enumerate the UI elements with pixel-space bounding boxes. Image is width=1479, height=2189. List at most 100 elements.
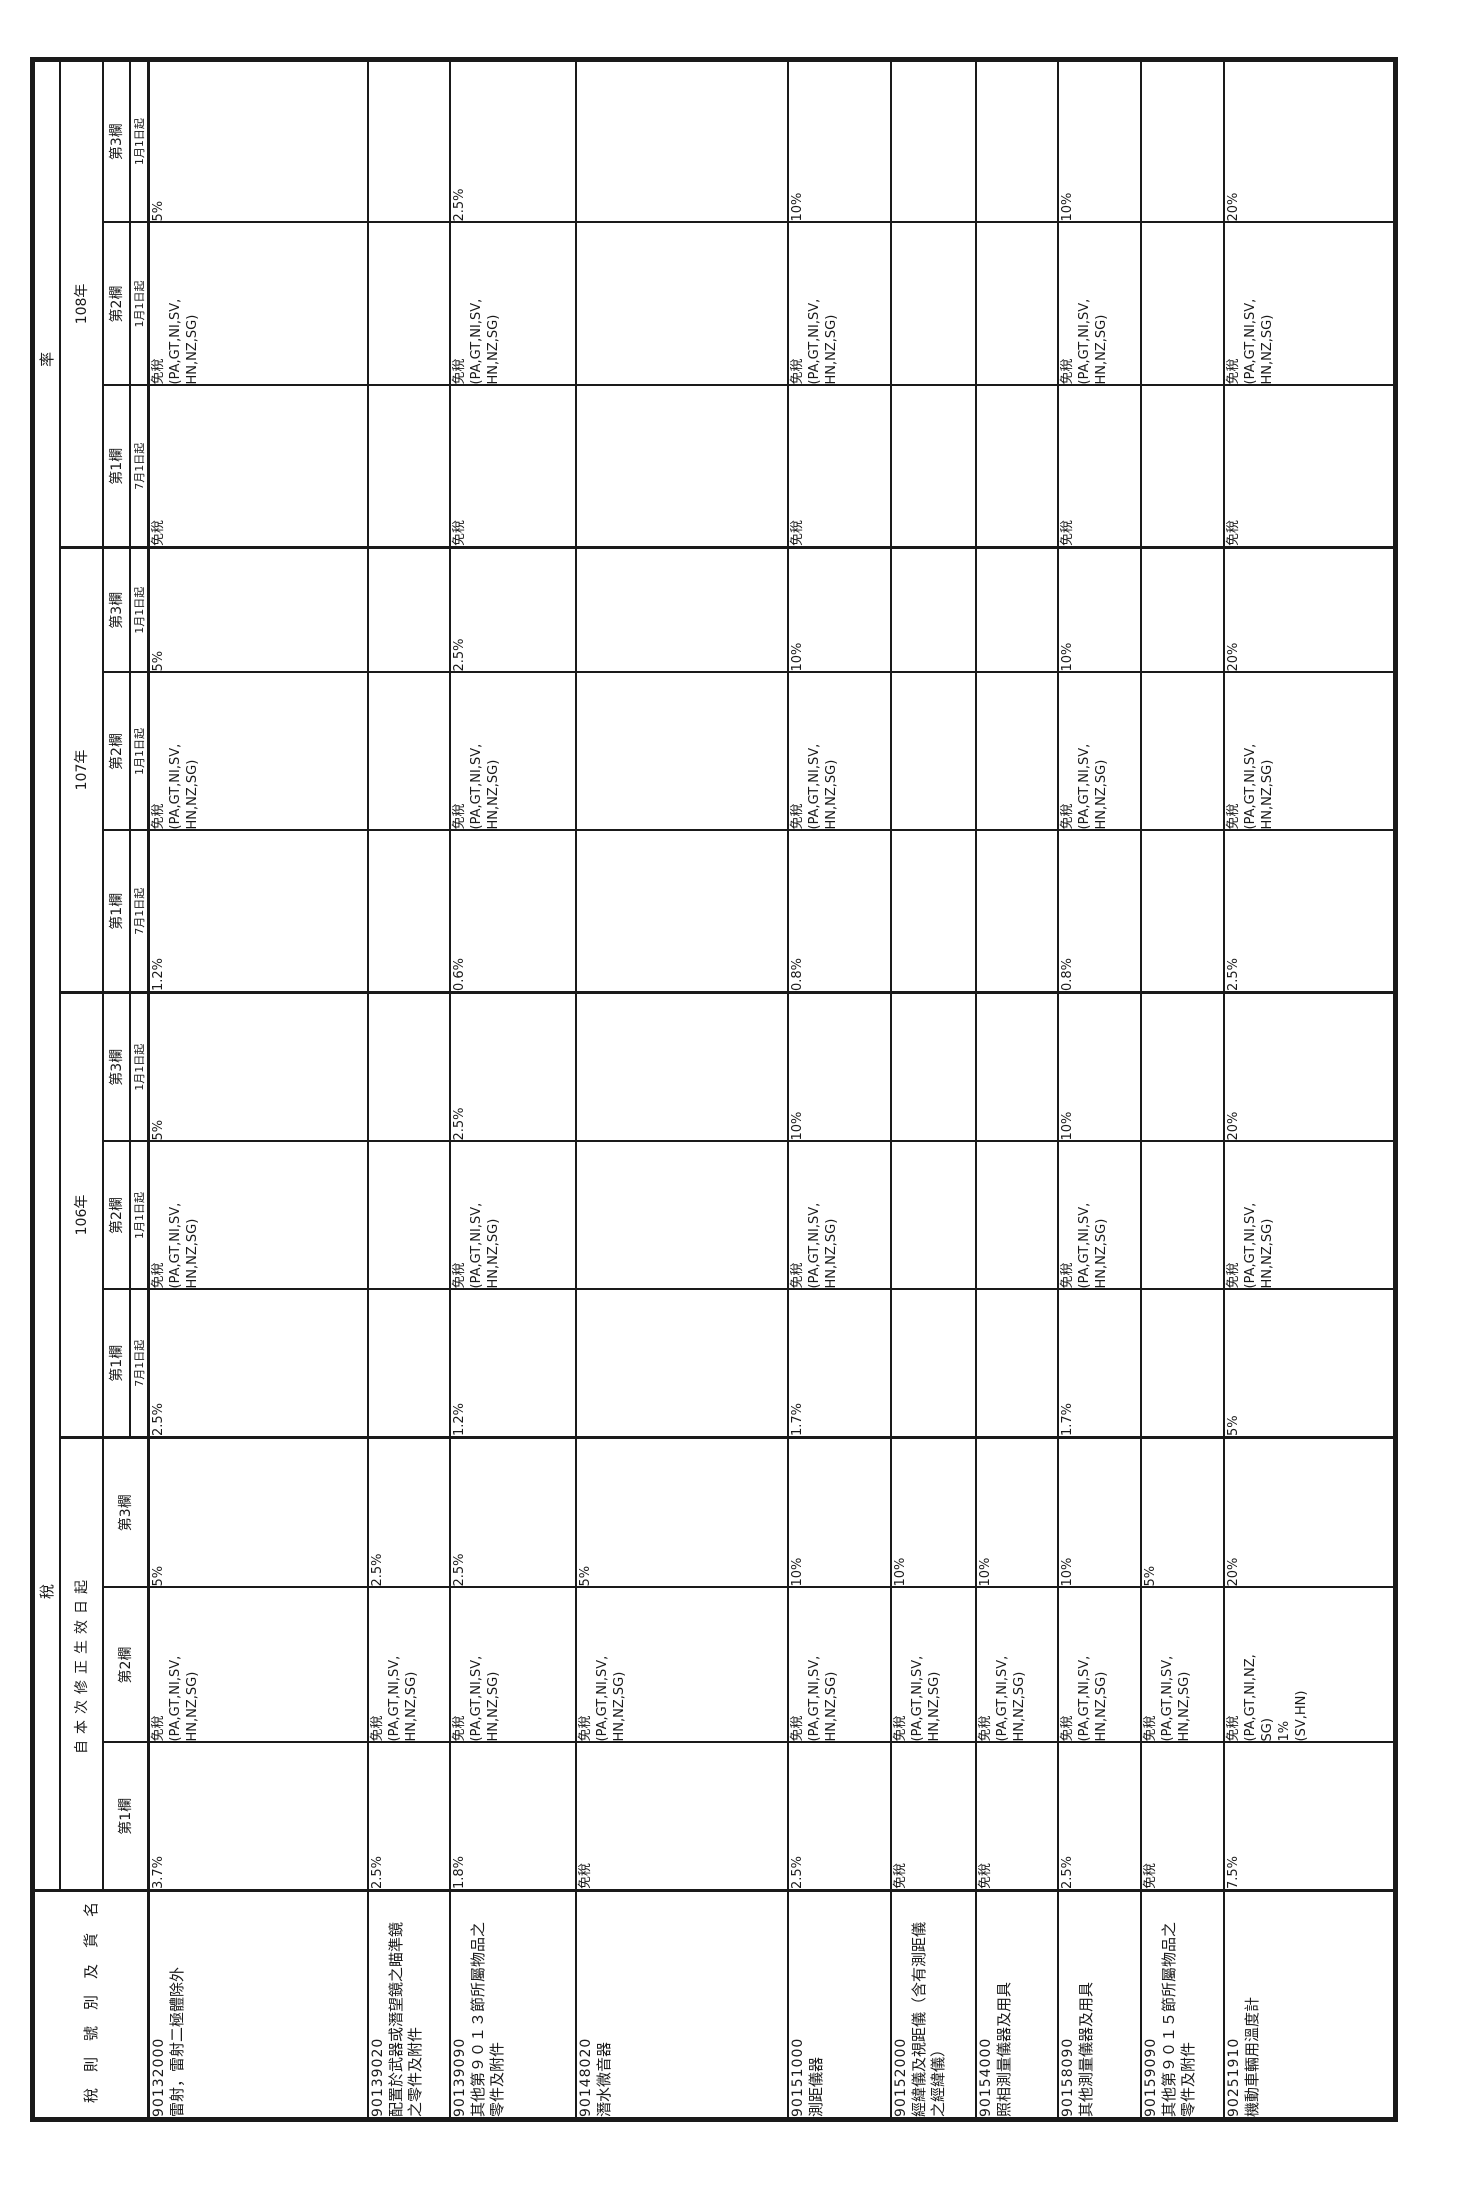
rate-cell — [1141, 992, 1224, 1142]
rate-cell — [368, 222, 450, 386]
rate-cell: 免稅 — [576, 1742, 788, 1891]
rate-cell — [1141, 672, 1224, 831]
rate-line: 5% — [1226, 1415, 1241, 1436]
rate-line: SG) — [1260, 1718, 1275, 1742]
rate-cell: 2.5% — [450, 992, 576, 1142]
rate-line: 免稅 — [1060, 1715, 1075, 1742]
rate-line: (PA,GT,NI,SV, — [1077, 298, 1092, 385]
rate-line: 免稅 — [790, 1262, 805, 1289]
rate-cell: 0.6% — [450, 830, 576, 993]
rate-line: (PA,GT,NI,SV, — [1243, 1202, 1258, 1289]
tariff-code: 90132000 — [150, 2037, 167, 2117]
rate-cell — [891, 59, 976, 223]
rate-line: HN,NZ,SG) — [184, 759, 200, 830]
rate-line: 0.8% — [790, 957, 805, 991]
rate-line: 5% — [150, 1119, 166, 1141]
name-column-header-label: 稅則號別及貨名 — [82, 1890, 101, 2104]
rate-line: (PA,GT,NI,SV, — [1077, 743, 1092, 830]
item-name-line: 零件及附件 — [1179, 2041, 1197, 2117]
rate-cell: 免稅 (PA,GT,NI,SV, HN,NZ,SG) — [891, 1587, 976, 1743]
rate-line: 免稅 — [790, 803, 805, 830]
rate-cell: 免稅 — [1058, 385, 1141, 548]
rate-cell: 免稅 (PA,GT,NI,SV, HN,NZ,SG) — [148, 1141, 368, 1290]
rate-line: 免稅 — [1226, 1715, 1241, 1742]
rate-cell: 10% — [788, 1437, 891, 1588]
rate-cell: 免稅 (PA,GT,NI,SV, HN,NZ,SG) — [450, 1587, 576, 1743]
rate-cell — [891, 992, 976, 1142]
rate-line: 7.5% — [1226, 1855, 1241, 1889]
rate-line: 免稅 — [150, 519, 166, 546]
rate-cell — [576, 1289, 788, 1438]
rate-line: HN,NZ,SG) — [486, 314, 501, 385]
rate-cell: 免稅 (PA,GT,NI,SV, HN,NZ,SG) — [450, 222, 576, 386]
rate-line: 免稅 — [150, 358, 166, 385]
rate-cell: 20% — [1224, 1437, 1395, 1588]
rate-line: 10% — [790, 642, 805, 672]
table-row: 90148020 潛水微音器 免稅 免稅 (PA,GT,NI,SV, HN,NZ,SG) 5… — [576, 59, 788, 2120]
item-name-line: 其他測量儀器及用具 — [1077, 1981, 1095, 2117]
item-code-and-name: 90158090 其他測量儀器及用具 — [1058, 1890, 1141, 2120]
rate-line: 20% — [1226, 1557, 1241, 1587]
rate-line: 5% — [150, 200, 166, 222]
rate-line: 2.5% — [452, 188, 467, 222]
rate-line: HN,NZ,SG) — [824, 1671, 839, 1742]
rate-line: 免稅 — [790, 1715, 805, 1742]
item-name-line: 配置於武器或潛望鏡之瞄準鏡 — [387, 1921, 405, 2117]
rate-line: 免稅 — [452, 358, 467, 385]
item-code-and-name: 90139020 配置於武器或潛望鏡之瞄準鏡 之零件及附件 — [368, 1890, 450, 2120]
item-name-line: 零件及附件 — [488, 2041, 506, 2117]
rate-line: HN,NZ,SG) — [1012, 1671, 1027, 1742]
rate-cell: 免稅 — [891, 1742, 976, 1891]
rate-cell — [976, 59, 1058, 223]
rate-cell — [576, 547, 788, 673]
column-header: 第2欄 — [102, 1141, 130, 1290]
rate-line: HN,NZ,SG) — [1260, 759, 1275, 830]
rate-cell: 2.5% — [788, 1742, 891, 1891]
rate-cell: 免稅 (PA,GT,NI,SV, HN,NZ,SG) — [148, 1587, 368, 1743]
rate-cell: 20% — [1224, 547, 1395, 673]
tariff-rate-table: 稅則號別及貨名 稅 率 自本次修正生效日起 106年 107年 108年 — [30, 56, 1398, 2122]
rate-line: HN,NZ,SG) — [824, 314, 839, 385]
table-row: 90159090 其他第９０１５節所屬物品之 零件及附件 免稅 免稅 (PA,GT,NI,… — [1141, 59, 1224, 2120]
rate-line: 免稅 — [1060, 519, 1075, 546]
rate-cell — [891, 1141, 976, 1290]
table-row: 90158090 其他測量儀器及用具 2.5% 免稅 (PA,GT,NI,SV, HN,N… — [1058, 59, 1141, 2120]
rate-line: (SV,HN) — [1294, 1690, 1309, 1742]
rate-line: HN,NZ,SG) — [486, 759, 501, 830]
rate-line: (PA,GT,NI,SV, — [1160, 1655, 1175, 1742]
rate-cell — [891, 222, 976, 386]
item-code-and-name: 90154000 照相測量儀器及用具 — [976, 1890, 1058, 2120]
table-body: 90132000 雷射，雷射二極體除外 3.7% 免稅 (PA,GT,NI,SV, HN,… — [148, 59, 1395, 2120]
rate-cell — [891, 672, 976, 831]
column-header: 第3欄 — [102, 1437, 148, 1588]
item-name-line: 雷射，雷射二極體除外 — [167, 1966, 186, 2117]
rate-header-char-1: 稅 — [38, 1583, 57, 1599]
rate-cell — [368, 672, 450, 831]
rate-spanning-header-text: 稅 率 — [36, 62, 57, 1889]
rate-cell: 免稅 (PA,GT,NI,SV, HN,NZ,SG) — [450, 672, 576, 831]
rate-line: 免稅 — [1060, 358, 1075, 385]
rate-cell: 免稅 — [1141, 1742, 1224, 1891]
rate-cell: 免稅 (PA,GT,NI,SV, HN,NZ,SG) — [1224, 672, 1395, 831]
rate-line: 免稅 — [978, 1862, 993, 1889]
rate-cell: 5% — [576, 1437, 788, 1588]
date-header: 7月1日起 — [129, 1289, 148, 1438]
rate-line: 免稅 — [1226, 358, 1241, 385]
column-header: 第1欄 — [102, 1289, 130, 1438]
table-row: 90132000 雷射，雷射二極體除外 3.7% 免稅 (PA,GT,NI,SV, HN,… — [148, 59, 368, 2120]
item-code-and-name: 90251910 機動車輛用溫度計 — [1224, 1890, 1395, 2120]
table-row: 90154000 照相測量儀器及用具 免稅 免稅 (PA,GT,NI,SV, HN,NZ,… — [976, 59, 1058, 2120]
rate-line: (PA,GT,NI,SV, — [807, 1655, 822, 1742]
column-header: 第2欄 — [102, 1587, 148, 1743]
tariff-code: 90152000 — [893, 2037, 909, 2117]
rate-cell — [976, 830, 1058, 993]
table-row: 90139020 配置於武器或潛望鏡之瞄準鏡 之零件及附件 2.5% 免稅 (PA,GT,… — [368, 59, 450, 2120]
rate-cell: 免稅 (PA,GT,NI,SV, HN,NZ,SG) — [450, 1141, 576, 1290]
rate-cell: 2.5% — [368, 1742, 450, 1891]
rate-line: 5% — [150, 1565, 166, 1587]
rate-cell: 2.5% — [1224, 830, 1395, 993]
rate-cell: 20% — [1224, 59, 1395, 223]
column-header: 第3欄 — [102, 992, 130, 1142]
rate-cell — [368, 1141, 450, 1290]
rate-line: 1% — [1277, 1720, 1292, 1742]
